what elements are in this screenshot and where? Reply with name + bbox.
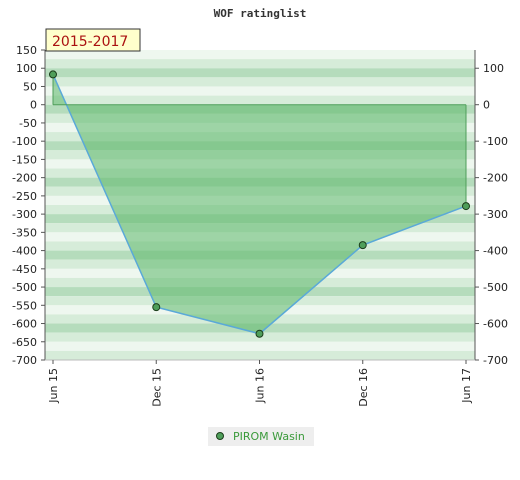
left-tick-label: -400 (12, 245, 37, 258)
right-tick-label: 0 (483, 99, 490, 112)
right-tick-label: -700 (483, 354, 508, 367)
right-tick-label: 100 (483, 62, 504, 75)
background-band (45, 59, 475, 69)
period-badge-box (45, 28, 141, 52)
data-point (49, 70, 57, 79)
right-tick-label: -300 (483, 208, 508, 221)
data-point (462, 202, 470, 211)
right-tick-label: -400 (483, 245, 508, 258)
background-band (45, 68, 475, 78)
left-tick-label: 0 (30, 99, 37, 112)
legend-label: PIROM Wasin (233, 430, 305, 443)
left-tick-label: -450 (12, 263, 37, 276)
data-point (255, 329, 264, 338)
chart-title: WOF ratinglist (214, 7, 307, 20)
x-tick-label: Dec 15 (150, 368, 163, 407)
left-tick-label: -150 (12, 153, 37, 166)
data-point (152, 303, 161, 312)
x-tick-label: Jun 15 (47, 368, 60, 404)
background-band (45, 86, 475, 96)
left-tick-label: -650 (12, 336, 37, 349)
period-badge-label: 2015-2017 (52, 34, 128, 50)
left-tick-label: 50 (23, 80, 37, 93)
left-tick-label: -300 (12, 208, 37, 221)
left-tick-label: -500 (12, 281, 37, 294)
left-tick-label: 100 (16, 62, 37, 75)
background-band (45, 95, 475, 105)
legend-box (208, 427, 314, 446)
background-band (45, 341, 475, 351)
left-tick-label: -200 (12, 172, 37, 185)
background-band (45, 50, 475, 60)
right-tick-label: -600 (483, 318, 508, 331)
background-band (45, 77, 475, 87)
left-tick-label: -550 (12, 299, 37, 312)
background-band (45, 350, 475, 360)
left-tick-label: -600 (12, 318, 37, 331)
data-markers (49, 70, 470, 338)
axes: 150 100 50 0 -50 -100 -150 -200 -250 -300 -350 -400… (12, 44, 508, 407)
x-tick-label: Jun 17 (460, 368, 473, 404)
legend[interactable]: PIROM Wasin (208, 427, 314, 446)
left-tick-label: -100 (12, 135, 37, 148)
left-tick-label: 150 (16, 44, 37, 57)
left-tick-label: -700 (12, 354, 37, 367)
series-area (53, 74, 466, 334)
data-point (358, 241, 367, 250)
legend-marker-icon (216, 432, 224, 440)
right-tick-label: -200 (483, 172, 508, 185)
x-tick-label: Jun 16 (254, 368, 267, 404)
x-tick-label: Dec 16 (357, 368, 370, 407)
left-tick-label: -350 (12, 226, 37, 239)
left-tick-label: -250 (12, 190, 37, 203)
right-tick-label: -500 (483, 281, 508, 294)
period-badge: 2015-2017 (45, 28, 141, 52)
left-tick-label: -50 (19, 117, 37, 130)
right-tick-label: -100 (483, 135, 508, 148)
